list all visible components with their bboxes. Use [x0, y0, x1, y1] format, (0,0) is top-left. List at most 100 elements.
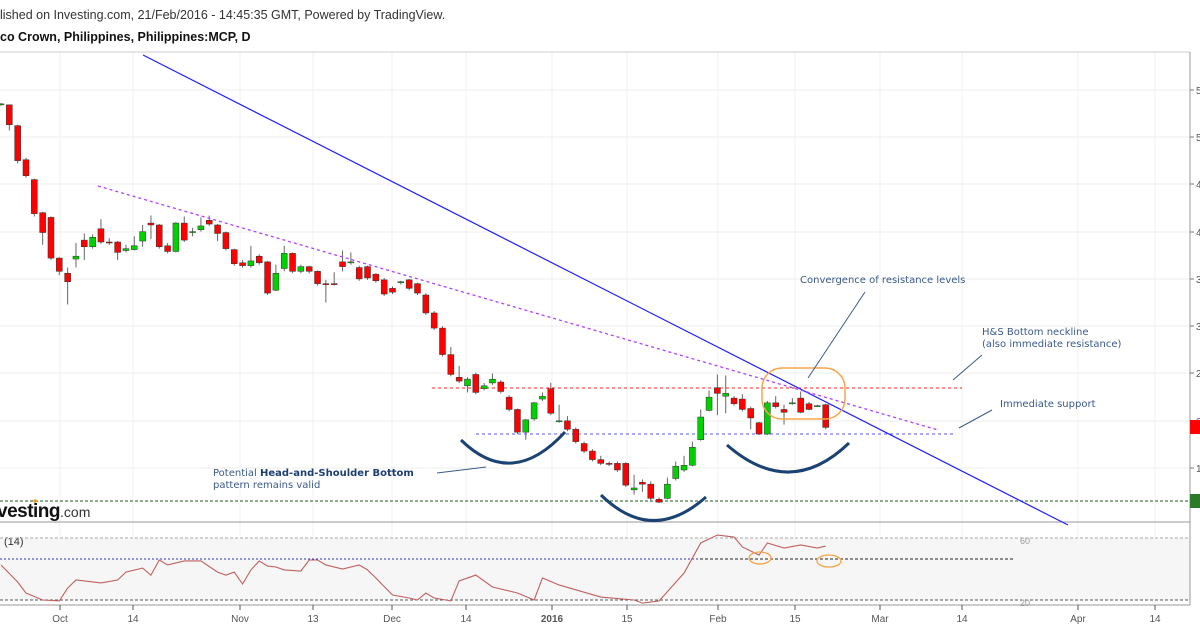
- candle[interactable]: [255, 254, 263, 265]
- candle[interactable]: [780, 404, 788, 425]
- candle[interactable]: [514, 408, 521, 435]
- candle[interactable]: [564, 416, 571, 432]
- candle[interactable]: [472, 372, 480, 395]
- candle[interactable]: [547, 382, 555, 416]
- candle[interactable]: [705, 390, 713, 412]
- support-annotation[interactable]: Immediate support: [1000, 399, 1096, 410]
- candle[interactable]: [622, 462, 629, 488]
- candle[interactable]: [747, 406, 754, 430]
- candle[interactable]: [422, 293, 430, 315]
- candle[interactable]: [580, 441, 588, 453]
- candle[interactable]: [539, 392, 546, 401]
- candle[interactable]: [197, 217, 205, 232]
- candle[interactable]: [439, 326, 446, 357]
- candle[interactable]: [614, 461, 621, 472]
- candle[interactable]: [480, 382, 488, 391]
- candle[interactable]: [139, 224, 146, 247]
- candle[interactable]: [355, 265, 363, 281]
- candle[interactable]: [414, 282, 421, 295]
- candle[interactable]: [314, 270, 321, 286]
- candle[interactable]: [814, 404, 821, 407]
- neckline-annotation-line1[interactable]: H&S Bottom neckline: [982, 327, 1089, 338]
- candle[interactable]: [822, 403, 829, 430]
- candle[interactable]: [755, 421, 763, 435]
- candle[interactable]: [147, 215, 155, 240]
- candle[interactable]: [505, 395, 513, 412]
- candle[interactable]: [172, 222, 180, 253]
- candle[interactable]: [464, 377, 471, 393]
- candle[interactable]: [714, 374, 721, 416]
- candle[interactable]: [597, 455, 605, 466]
- candle[interactable]: [222, 231, 230, 251]
- candle[interactable]: [347, 252, 355, 265]
- candle[interactable]: [639, 479, 646, 492]
- candle[interactable]: [239, 259, 246, 268]
- rsi-line[interactable]: [0, 534, 826, 604]
- candle[interactable]: [389, 286, 396, 295]
- candle[interactable]: [455, 365, 463, 383]
- candle[interactable]: [47, 216, 55, 260]
- candle[interactable]: [730, 396, 738, 406]
- candle[interactable]: [772, 396, 779, 409]
- candle[interactable]: [664, 477, 671, 500]
- candle[interactable]: [555, 404, 563, 423]
- convergence-highlight[interactable]: [761, 367, 846, 420]
- candle[interactable]: [372, 273, 380, 283]
- candle[interactable]: [805, 401, 813, 411]
- head-arc[interactable]: [599, 493, 707, 522]
- candle[interactable]: [272, 264, 280, 292]
- candle[interactable]: [131, 236, 138, 251]
- candle[interactable]: [497, 380, 505, 394]
- candle[interactable]: [72, 242, 80, 268]
- neckline-annotation-line2[interactable]: (also immediate resistance): [982, 339, 1122, 350]
- candle[interactable]: [522, 418, 530, 440]
- candle[interactable]: [489, 373, 496, 385]
- right-shoulder-arc[interactable]: [726, 441, 851, 474]
- candle[interactable]: [214, 224, 221, 242]
- candle[interactable]: [97, 219, 105, 244]
- candle[interactable]: [247, 245, 255, 268]
- candle[interactable]: [630, 474, 638, 495]
- hs-annotation-line2[interactable]: pattern remains valid: [213, 480, 320, 491]
- candle[interactable]: [680, 455, 688, 472]
- candle[interactable]: [322, 279, 330, 303]
- candle[interactable]: [181, 216, 188, 243]
- convergence-annotation[interactable]: Convergence of resistance levels: [800, 275, 965, 286]
- descending-trendline[interactable]: [97, 185, 939, 431]
- candle[interactable]: [156, 224, 163, 249]
- left-shoulder-arc[interactable]: [459, 430, 567, 465]
- candle[interactable]: [405, 278, 413, 291]
- candle[interactable]: [530, 401, 538, 421]
- candle[interactable]: [81, 233, 88, 260]
- candle[interactable]: [380, 277, 388, 296]
- candle[interactable]: [605, 461, 613, 467]
- candle[interactable]: [572, 427, 580, 444]
- long-trendline[interactable]: [142, 54, 1069, 526]
- candle[interactable]: [14, 124, 21, 164]
- candle[interactable]: [189, 227, 196, 237]
- candle[interactable]: [397, 280, 405, 285]
- candle[interactable]: [655, 497, 663, 504]
- candle[interactable]: [672, 461, 679, 481]
- candle[interactable]: [430, 311, 438, 330]
- candle[interactable]: [739, 394, 746, 412]
- candle[interactable]: [339, 250, 346, 272]
- candle[interactable]: [722, 375, 729, 414]
- candle[interactable]: [106, 238, 113, 245]
- hs-annotation-line1[interactable]: Potential Head-and-Shoulder Bottom: [213, 468, 414, 479]
- candle[interactable]: [447, 347, 455, 377]
- candle[interactable]: [280, 245, 288, 272]
- candle[interactable]: [6, 104, 13, 131]
- candle[interactable]: [122, 244, 130, 253]
- candle[interactable]: [364, 265, 371, 280]
- candle[interactable]: [64, 267, 71, 305]
- candle[interactable]: [797, 391, 804, 414]
- candle[interactable]: [206, 215, 213, 226]
- candle[interactable]: [114, 241, 121, 260]
- candle[interactable]: [22, 157, 30, 178]
- candle[interactable]: [164, 242, 171, 254]
- candle[interactable]: [647, 481, 654, 501]
- candle[interactable]: [230, 248, 238, 266]
- candle[interactable]: [589, 449, 596, 462]
